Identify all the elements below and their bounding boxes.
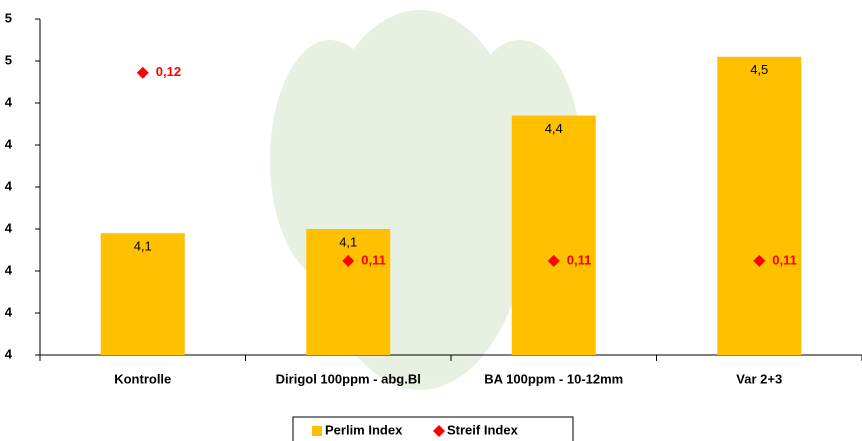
bar-value-label: 4,1 <box>339 234 357 249</box>
y-tick-label: 4 <box>5 136 13 151</box>
point <box>136 66 149 79</box>
point-value-label: 0,11 <box>567 252 592 267</box>
y-tick-label: 4 <box>5 304 13 319</box>
bar <box>511 115 596 355</box>
x-tick-label: Kontrolle <box>114 371 171 386</box>
bar <box>306 229 391 355</box>
bar-value-label: 4,5 <box>750 62 768 77</box>
bar-value-label: 4,1 <box>134 239 152 254</box>
y-tick-label: 4 <box>5 346 13 361</box>
y-tick-label: 5 <box>5 10 12 25</box>
x-tick-label: Dirigol 100ppm - abg.Bl <box>276 371 421 386</box>
y-tick-label: 4 <box>5 220 13 235</box>
point <box>342 254 355 267</box>
y-tick-label: 4 <box>5 178 13 193</box>
y-tick-label: 4 <box>5 94 13 109</box>
point <box>547 254 560 267</box>
bar-value-label: 4,4 <box>545 121 563 136</box>
point <box>753 254 766 267</box>
point-value-label: 0,11 <box>772 252 797 267</box>
point-value-label: 0,12 <box>156 64 181 79</box>
x-tick-label: Var 2+3 <box>736 371 782 386</box>
legend-label: Perlim Index <box>325 422 403 437</box>
bar <box>100 233 185 355</box>
y-tick-label: 5 <box>5 52 12 67</box>
legend-label: Streif Index <box>447 422 519 437</box>
y-tick-label: 4 <box>5 262 13 277</box>
legend-swatch <box>312 426 322 436</box>
point-value-label: 0,11 <box>361 252 386 267</box>
x-tick-label: BA 100ppm - 10-12mm <box>484 371 623 386</box>
legend-swatch <box>433 425 445 437</box>
legend-box <box>292 416 574 441</box>
bar <box>717 56 802 356</box>
